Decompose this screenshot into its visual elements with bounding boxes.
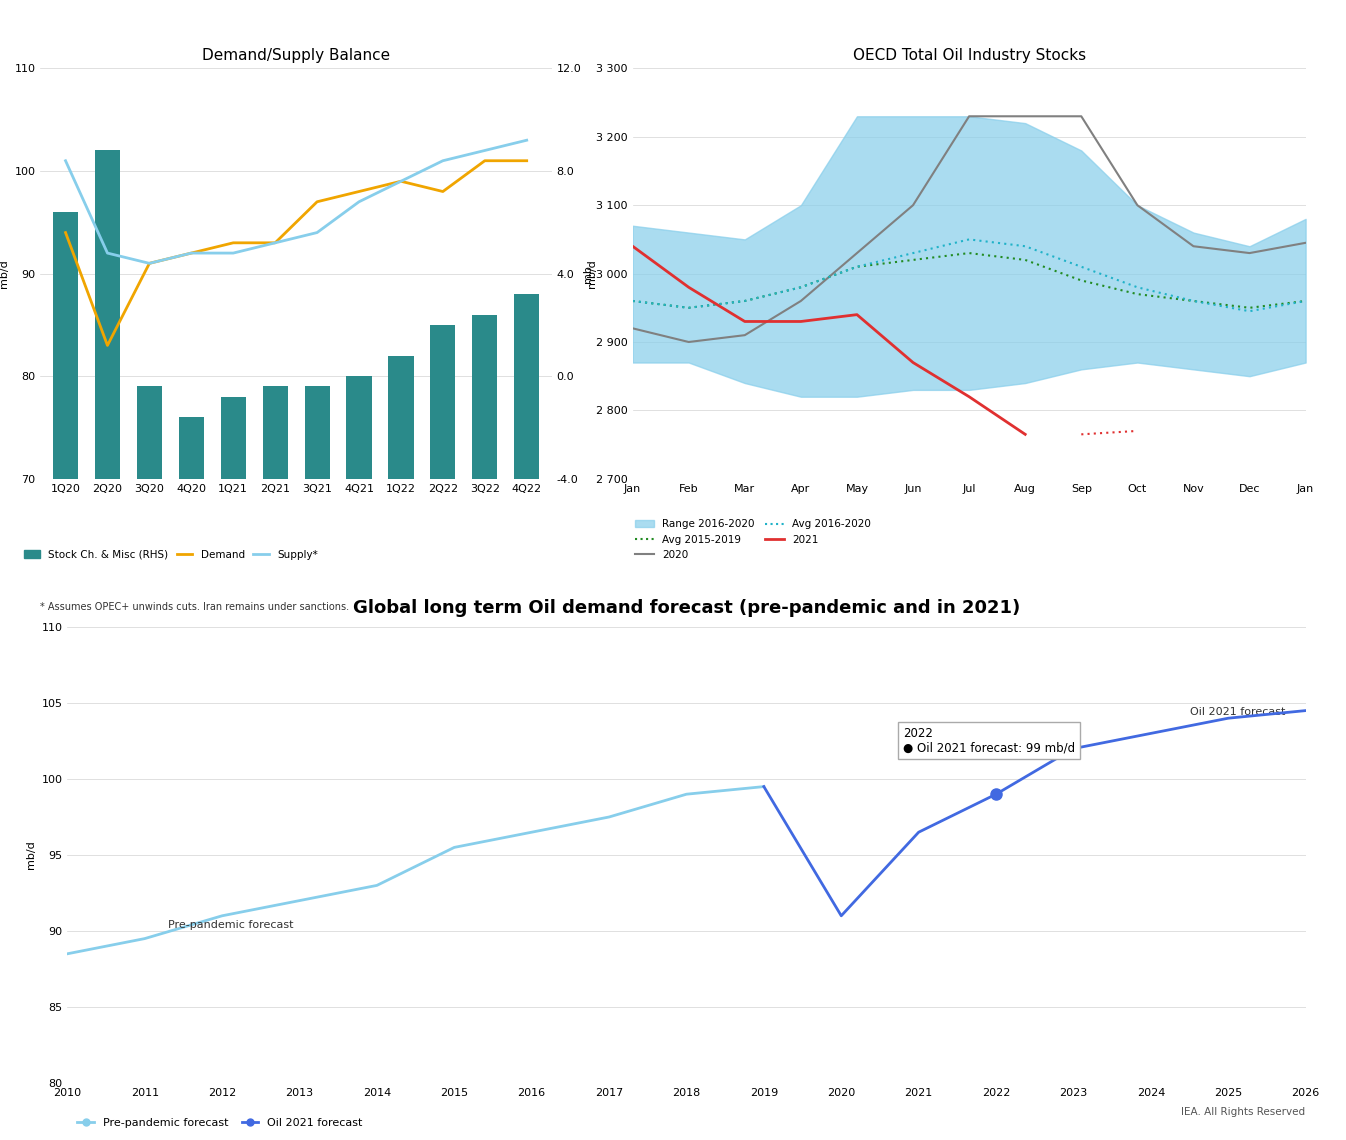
Avg 2016-2020 [849, 260, 865, 274]
2020 [1241, 246, 1257, 260]
Bar [221, 397, 246, 1140]
Bar [472, 315, 498, 1140]
Line: Avg 2015-2019: Avg 2015-2019 [633, 253, 1306, 308]
Bar [137, 386, 162, 1140]
2020 [793, 294, 809, 308]
2020 [736, 328, 752, 342]
Avg 2016-2020 [1186, 294, 1202, 308]
Y-axis label: mb/d: mb/d [0, 259, 9, 288]
Avg 2016-2020 [1241, 304, 1257, 318]
Title: OECD Total Oil Industry Stocks: OECD Total Oil Industry Stocks [852, 48, 1086, 63]
Avg 2015-2019 [1018, 253, 1034, 267]
2020 [1298, 236, 1314, 250]
2020 [1073, 109, 1089, 123]
Bar [179, 417, 203, 1140]
Y-axis label: mb/d: mb/d [587, 259, 598, 288]
Bar [304, 386, 330, 1140]
Bar [52, 212, 78, 1140]
Avg 2015-2019 [1186, 294, 1202, 308]
Avg 2015-2019 [1241, 301, 1257, 315]
Avg 2016-2020 [1129, 280, 1145, 294]
Avg 2016-2020 [1073, 260, 1089, 274]
Avg 2016-2020 [793, 280, 809, 294]
Legend: Range 2016-2020, Avg 2015-2019, 2020, Avg 2016-2020, 2021: Range 2016-2020, Avg 2015-2019, 2020, Av… [631, 515, 875, 564]
Avg 2015-2019 [736, 294, 752, 308]
Title: Global long term Oil demand forecast (pre-pandemic and in 2021): Global long term Oil demand forecast (pr… [353, 600, 1020, 617]
Legend: Stock Ch. & Misc (RHS), Demand, Supply*: Stock Ch. & Misc (RHS), Demand, Supply* [20, 546, 322, 564]
Avg 2016-2020 [1018, 239, 1034, 253]
Avg 2016-2020 [625, 294, 641, 308]
Avg 2015-2019 [1298, 294, 1314, 308]
2020 [1186, 239, 1202, 253]
Text: Oil 2021 forecast: Oil 2021 forecast [1190, 707, 1285, 717]
Avg 2015-2019 [681, 301, 697, 315]
2020 [625, 321, 641, 335]
Line: 2020: 2020 [633, 116, 1306, 342]
Title: Demand/Supply Balance: Demand/Supply Balance [202, 48, 390, 63]
Avg 2016-2020 [905, 246, 921, 260]
Y-axis label: mb/d: mb/d [26, 840, 36, 870]
2020 [1129, 198, 1145, 212]
Avg 2016-2020 [1298, 294, 1314, 308]
Text: IEA. All Rights Reserved: IEA. All Rights Reserved [1182, 1107, 1306, 1117]
Text: * Assumes OPEC+ unwinds cuts. Iran remains under sanctions.: * Assumes OPEC+ unwinds cuts. Iran remai… [40, 602, 350, 612]
2020 [961, 109, 977, 123]
Bar [514, 294, 540, 1140]
2020 [1018, 109, 1034, 123]
Text: Pre-pandemic forecast: Pre-pandemic forecast [168, 920, 293, 930]
2020 [849, 246, 865, 260]
Bar [346, 376, 371, 1140]
Bar [389, 356, 413, 1140]
Avg 2015-2019 [1073, 274, 1089, 287]
Bar [431, 325, 455, 1140]
Bar [262, 386, 288, 1140]
Avg 2015-2019 [625, 294, 641, 308]
Avg 2015-2019 [793, 280, 809, 294]
Legend: Pre-pandemic forecast, Oil 2021 forecast: Pre-pandemic forecast, Oil 2021 forecast [73, 1114, 367, 1132]
Bar [94, 150, 120, 1140]
2020 [681, 335, 697, 349]
Line: Avg 2016-2020: Avg 2016-2020 [633, 239, 1306, 311]
Text: 2022
● Oil 2021 forecast: 99 mb/d: 2022 ● Oil 2021 forecast: 99 mb/d [903, 726, 1075, 755]
Avg 2015-2019 [961, 246, 977, 260]
Avg 2016-2020 [736, 294, 752, 308]
Avg 2015-2019 [905, 253, 921, 267]
2020 [905, 198, 921, 212]
Avg 2015-2019 [1129, 287, 1145, 301]
Avg 2016-2020 [681, 301, 697, 315]
Avg 2015-2019 [849, 260, 865, 274]
Y-axis label: mb: mb [583, 264, 594, 283]
Avg 2016-2020 [961, 233, 977, 246]
